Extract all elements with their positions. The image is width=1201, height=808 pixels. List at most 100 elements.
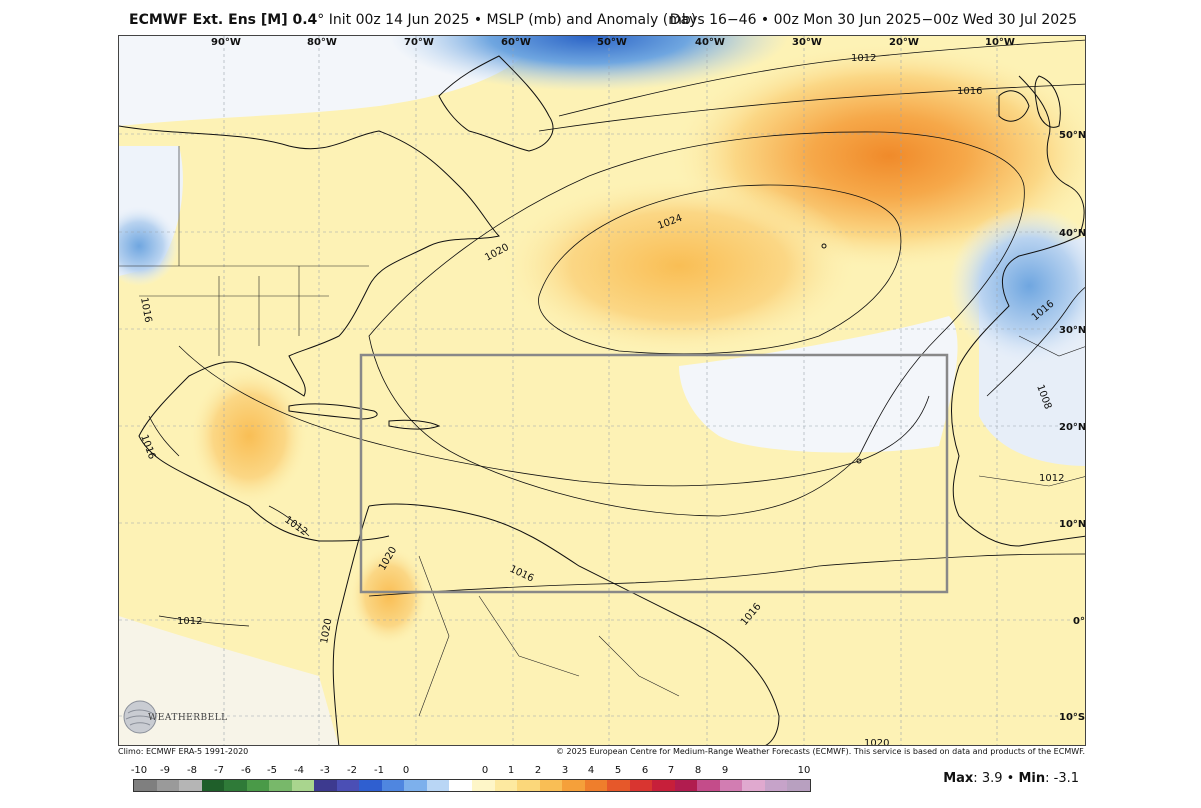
valid-range: Days 16−46 • 00z Mon 30 Jun 2025−00z Wed… xyxy=(669,12,1077,28)
init-description: Init 00z 14 Jun 2025 • MSLP (mb) and Ano… xyxy=(328,12,697,28)
lon-label-90w: 90°W xyxy=(211,37,241,48)
colorbar-cell xyxy=(674,780,698,791)
colorbar-cell xyxy=(269,780,292,791)
colorbar-cell xyxy=(449,780,472,791)
max-value: 3.9 xyxy=(981,771,1003,786)
colorbar-cell xyxy=(764,780,788,791)
min-value: -3.1 xyxy=(1053,771,1079,786)
colorbar-cell xyxy=(156,780,180,791)
colorbar-tick-label: 4 xyxy=(587,765,595,776)
contour-label-1016-north: 1016 xyxy=(957,86,982,97)
coastline-ireland xyxy=(998,90,1030,122)
colorbar-tick-label: 8 xyxy=(694,765,702,776)
isobars xyxy=(148,39,1085,627)
colorbar-tick-label: -2 xyxy=(347,765,357,776)
colorbar-tick-label: -10 xyxy=(130,765,148,776)
colorbar-tick-label: 10 xyxy=(797,765,811,776)
colorbar-tick-label: 1 xyxy=(507,765,515,776)
colorbar-cell xyxy=(742,780,765,791)
colorbar-tick-label: -5 xyxy=(267,765,277,776)
contour-label-1020-peru: 1020 xyxy=(319,618,334,645)
colorbar-labels: -10 -9 -8 -7 -6 -5 -4 -3 -2 -1 0 0 1 2 3 4 5 6 7 8 9 10 xyxy=(130,765,811,777)
negative-anomaly-iberia xyxy=(949,206,1085,366)
coastline-cuba xyxy=(288,403,378,420)
colorbar-cell xyxy=(246,780,270,791)
chart-title: ECMWF Ext. Ens [M] 0.4° Init 00z 14 Jun … xyxy=(129,12,696,28)
colorbar-cell xyxy=(201,780,225,791)
isobar-1016-mexico xyxy=(148,415,180,457)
colorbar-tick-label: 6 xyxy=(641,765,649,776)
lat-label-30n: 30°N xyxy=(1059,325,1086,336)
colorbar-tick-label: 5 xyxy=(614,765,622,776)
colorbar-cell xyxy=(539,780,563,791)
focus-region-box xyxy=(359,353,949,594)
coastline-labrador xyxy=(438,55,554,152)
colorbar-tick-label: 0 xyxy=(402,765,410,776)
colorbar-cell xyxy=(314,780,337,791)
copyright-note: © 2025 European Centre for Medium-Range … xyxy=(556,747,1085,756)
colorbar-cell xyxy=(607,780,630,791)
positive-anomaly-andes xyxy=(349,546,429,646)
positive-anomaly-mid xyxy=(499,176,859,356)
coastline-azores xyxy=(821,243,827,249)
logo-text: WEATHERBELL xyxy=(148,713,228,723)
isobar-1020 xyxy=(368,131,1025,517)
lat-label-40n: 40°N xyxy=(1059,228,1086,239)
colorbar-cell xyxy=(134,780,157,791)
colorbar-cell xyxy=(336,780,360,791)
lon-label-70w: 70°W xyxy=(404,37,434,48)
colorbar-cell xyxy=(584,780,608,791)
model-name: ECMWF Ext. Ens [M] 0.4 xyxy=(129,12,318,28)
colorbar-cell xyxy=(787,780,810,791)
coastline-europe-africa xyxy=(951,75,1085,547)
colorbar-cell xyxy=(471,780,495,791)
coastline-great-britain xyxy=(1034,75,1061,128)
isobar-1024 xyxy=(538,184,902,355)
colorbar-cell xyxy=(494,780,518,791)
colorbar-cell xyxy=(381,780,405,791)
isobar-1012-central xyxy=(268,505,310,537)
coastlines xyxy=(119,55,1085,745)
lon-label-40w: 40°W xyxy=(695,37,725,48)
contour-label-1012-africa: 1012 xyxy=(1039,473,1064,484)
colorbar-cell xyxy=(629,780,653,791)
weather-map: 1012 1016 1020 1024 1016 1016 1008 1012 … xyxy=(118,35,1086,746)
isobar-1016-mid xyxy=(178,345,930,487)
coastline-hispaniola xyxy=(388,419,441,430)
coastline-north-america xyxy=(119,125,500,542)
colorbar-tick-label: -1 xyxy=(374,765,384,776)
lat-label-equator: 0° xyxy=(1073,616,1085,627)
isobar-1012-north xyxy=(558,39,1085,117)
colorbar-cell xyxy=(517,780,540,791)
lon-label-30w: 30°W xyxy=(792,37,822,48)
political-boundaries xyxy=(119,146,1085,717)
colorbar-cell xyxy=(224,780,247,791)
isobar-1016-equator xyxy=(368,553,1085,597)
lat-label-10s: 10°S xyxy=(1059,712,1085,723)
max-label: Max xyxy=(943,771,974,786)
colorbar-tick-label: -8 xyxy=(187,765,197,776)
lat-label-20n: 20°N xyxy=(1059,422,1086,433)
colorbar-cell xyxy=(404,780,427,791)
isobar-1016-east xyxy=(986,286,1085,397)
contour-label-1020-south: 1020 xyxy=(864,738,889,746)
colorbar-tick-label: -3 xyxy=(320,765,330,776)
lon-label-60w: 60°W xyxy=(501,37,531,48)
colorbar-cell xyxy=(697,780,720,791)
colorbar-tick-label: -4 xyxy=(294,765,304,776)
colorbar-cell xyxy=(426,780,450,791)
colorbar-bar xyxy=(133,779,811,792)
colorbar-tick-label: 0 xyxy=(481,765,489,776)
graticule xyxy=(119,36,1085,745)
isobar-1016-north xyxy=(538,83,1085,132)
lat-label-50n: 50°N xyxy=(1059,130,1086,141)
colorbar-tick-label: 7 xyxy=(667,765,675,776)
colorbar-cell xyxy=(291,780,315,791)
lon-label-80w: 80°W xyxy=(307,37,337,48)
neutral-area-southpacific xyxy=(119,616,339,745)
stats-separator: • xyxy=(1006,771,1015,786)
isobar-1012-west xyxy=(158,615,250,627)
colorbar-cell xyxy=(359,780,382,791)
neutral-area-subtropics xyxy=(679,316,958,453)
colorbar-tick-label: -7 xyxy=(214,765,224,776)
